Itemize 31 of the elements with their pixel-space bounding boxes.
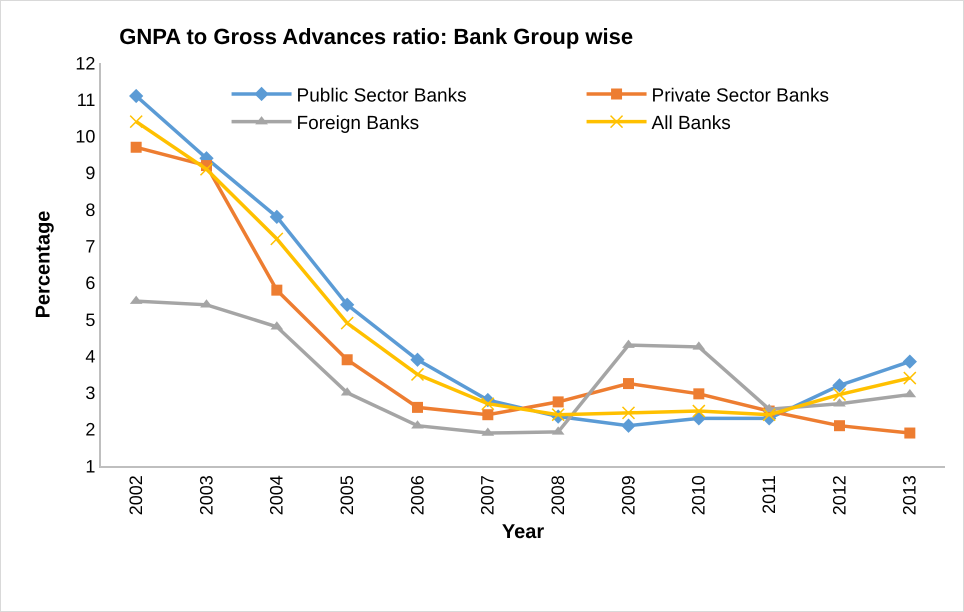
legend-label: Foreign Banks <box>296 113 420 134</box>
legend-label: Private Sector Banks <box>652 85 829 106</box>
y-tick-label: 12 <box>75 53 96 74</box>
x-tick-label: 2011 <box>759 475 780 514</box>
x-tick-label: 2002 <box>126 475 146 516</box>
y-tick-label: 4 <box>85 346 96 366</box>
y-axis-title: Percentage <box>32 210 54 318</box>
y-tick-label: 8 <box>85 200 96 220</box>
y-tick-label: 1 <box>85 456 96 476</box>
x-tick-label: 2008 <box>548 475 568 516</box>
x-tick-label: 2003 <box>196 475 216 516</box>
y-tick-label: 2 <box>85 420 96 440</box>
x-tick-label: 2007 <box>478 475 498 516</box>
y-tick-label: 11 <box>76 90 96 110</box>
x-axis-title: Year <box>502 521 544 544</box>
x-tick-label: 2009 <box>618 475 638 516</box>
x-tick-label: 2005 <box>337 475 358 516</box>
legend-label: Public Sector Banks <box>296 85 467 106</box>
chart-title: GNPA to Gross Advances ratio: Bank Group wise <box>119 24 634 49</box>
y-tick-label: 6 <box>85 273 96 294</box>
y-tick-label: 9 <box>85 163 96 184</box>
y-tick-label: 7 <box>85 236 96 256</box>
x-tick-label: 2006 <box>407 475 428 516</box>
legend-label: All Banks <box>652 113 731 134</box>
y-tick-label: 5 <box>85 310 96 330</box>
x-tick-label: 2013 <box>900 475 920 516</box>
x-tick-label: 2012 <box>829 475 850 516</box>
y-tick-label: 3 <box>85 383 96 404</box>
x-tick-label: 2010 <box>688 475 709 516</box>
y-tick-label: 10 <box>75 126 96 147</box>
x-tick-label: 2004 <box>266 475 287 516</box>
